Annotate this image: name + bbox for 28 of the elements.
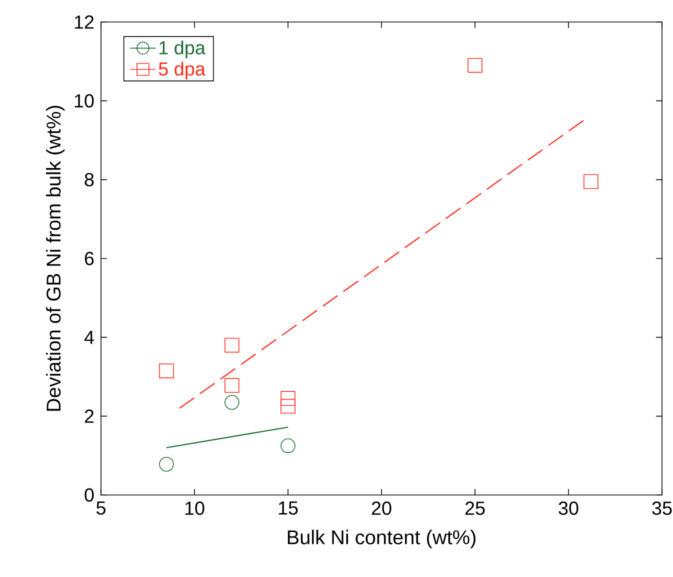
- y-tick-label: 0: [84, 488, 94, 502]
- y-tick-label: 8: [84, 172, 94, 186]
- y-tick-label: 2: [84, 410, 94, 423]
- x-tick-label: 15: [278, 502, 298, 515]
- x-tick-label: 20: [372, 502, 392, 515]
- point: [280, 398, 296, 414]
- point: [584, 174, 598, 190]
- point: [468, 58, 482, 73]
- x-tick-label: 25: [465, 502, 485, 515]
- y-tick-label: 6: [84, 252, 94, 266]
- x-tick-label: 35: [652, 502, 672, 515]
- legend-label: 5 dpa: [158, 62, 206, 80]
- y-tick-label: 12: [74, 15, 94, 29]
- point: [224, 394, 240, 410]
- point: [159, 363, 174, 378]
- x-axis-title: Bulk Ni content (wt%): [288, 530, 476, 548]
- legend-label: 1 dpa: [160, 40, 206, 58]
- point: [280, 391, 296, 406]
- y-axis-title: Deviation of GB Ni from bulk (wt%): [46, 106, 65, 411]
- point: [224, 338, 240, 353]
- y-tick-label: 4: [84, 330, 94, 344]
- point: [280, 438, 296, 454]
- x-tick-label: 10: [185, 502, 204, 515]
- point: [159, 456, 174, 472]
- point: [224, 378, 240, 393]
- y-tick-label: 10: [74, 94, 94, 108]
- x-tick-label: 30: [558, 502, 578, 515]
- x-tick-label: 5: [96, 502, 106, 515]
